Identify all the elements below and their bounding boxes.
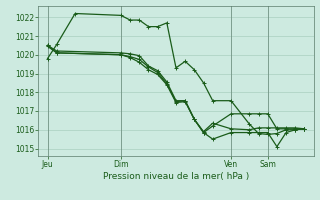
- X-axis label: Pression niveau de la mer( hPa ): Pression niveau de la mer( hPa ): [103, 172, 249, 181]
